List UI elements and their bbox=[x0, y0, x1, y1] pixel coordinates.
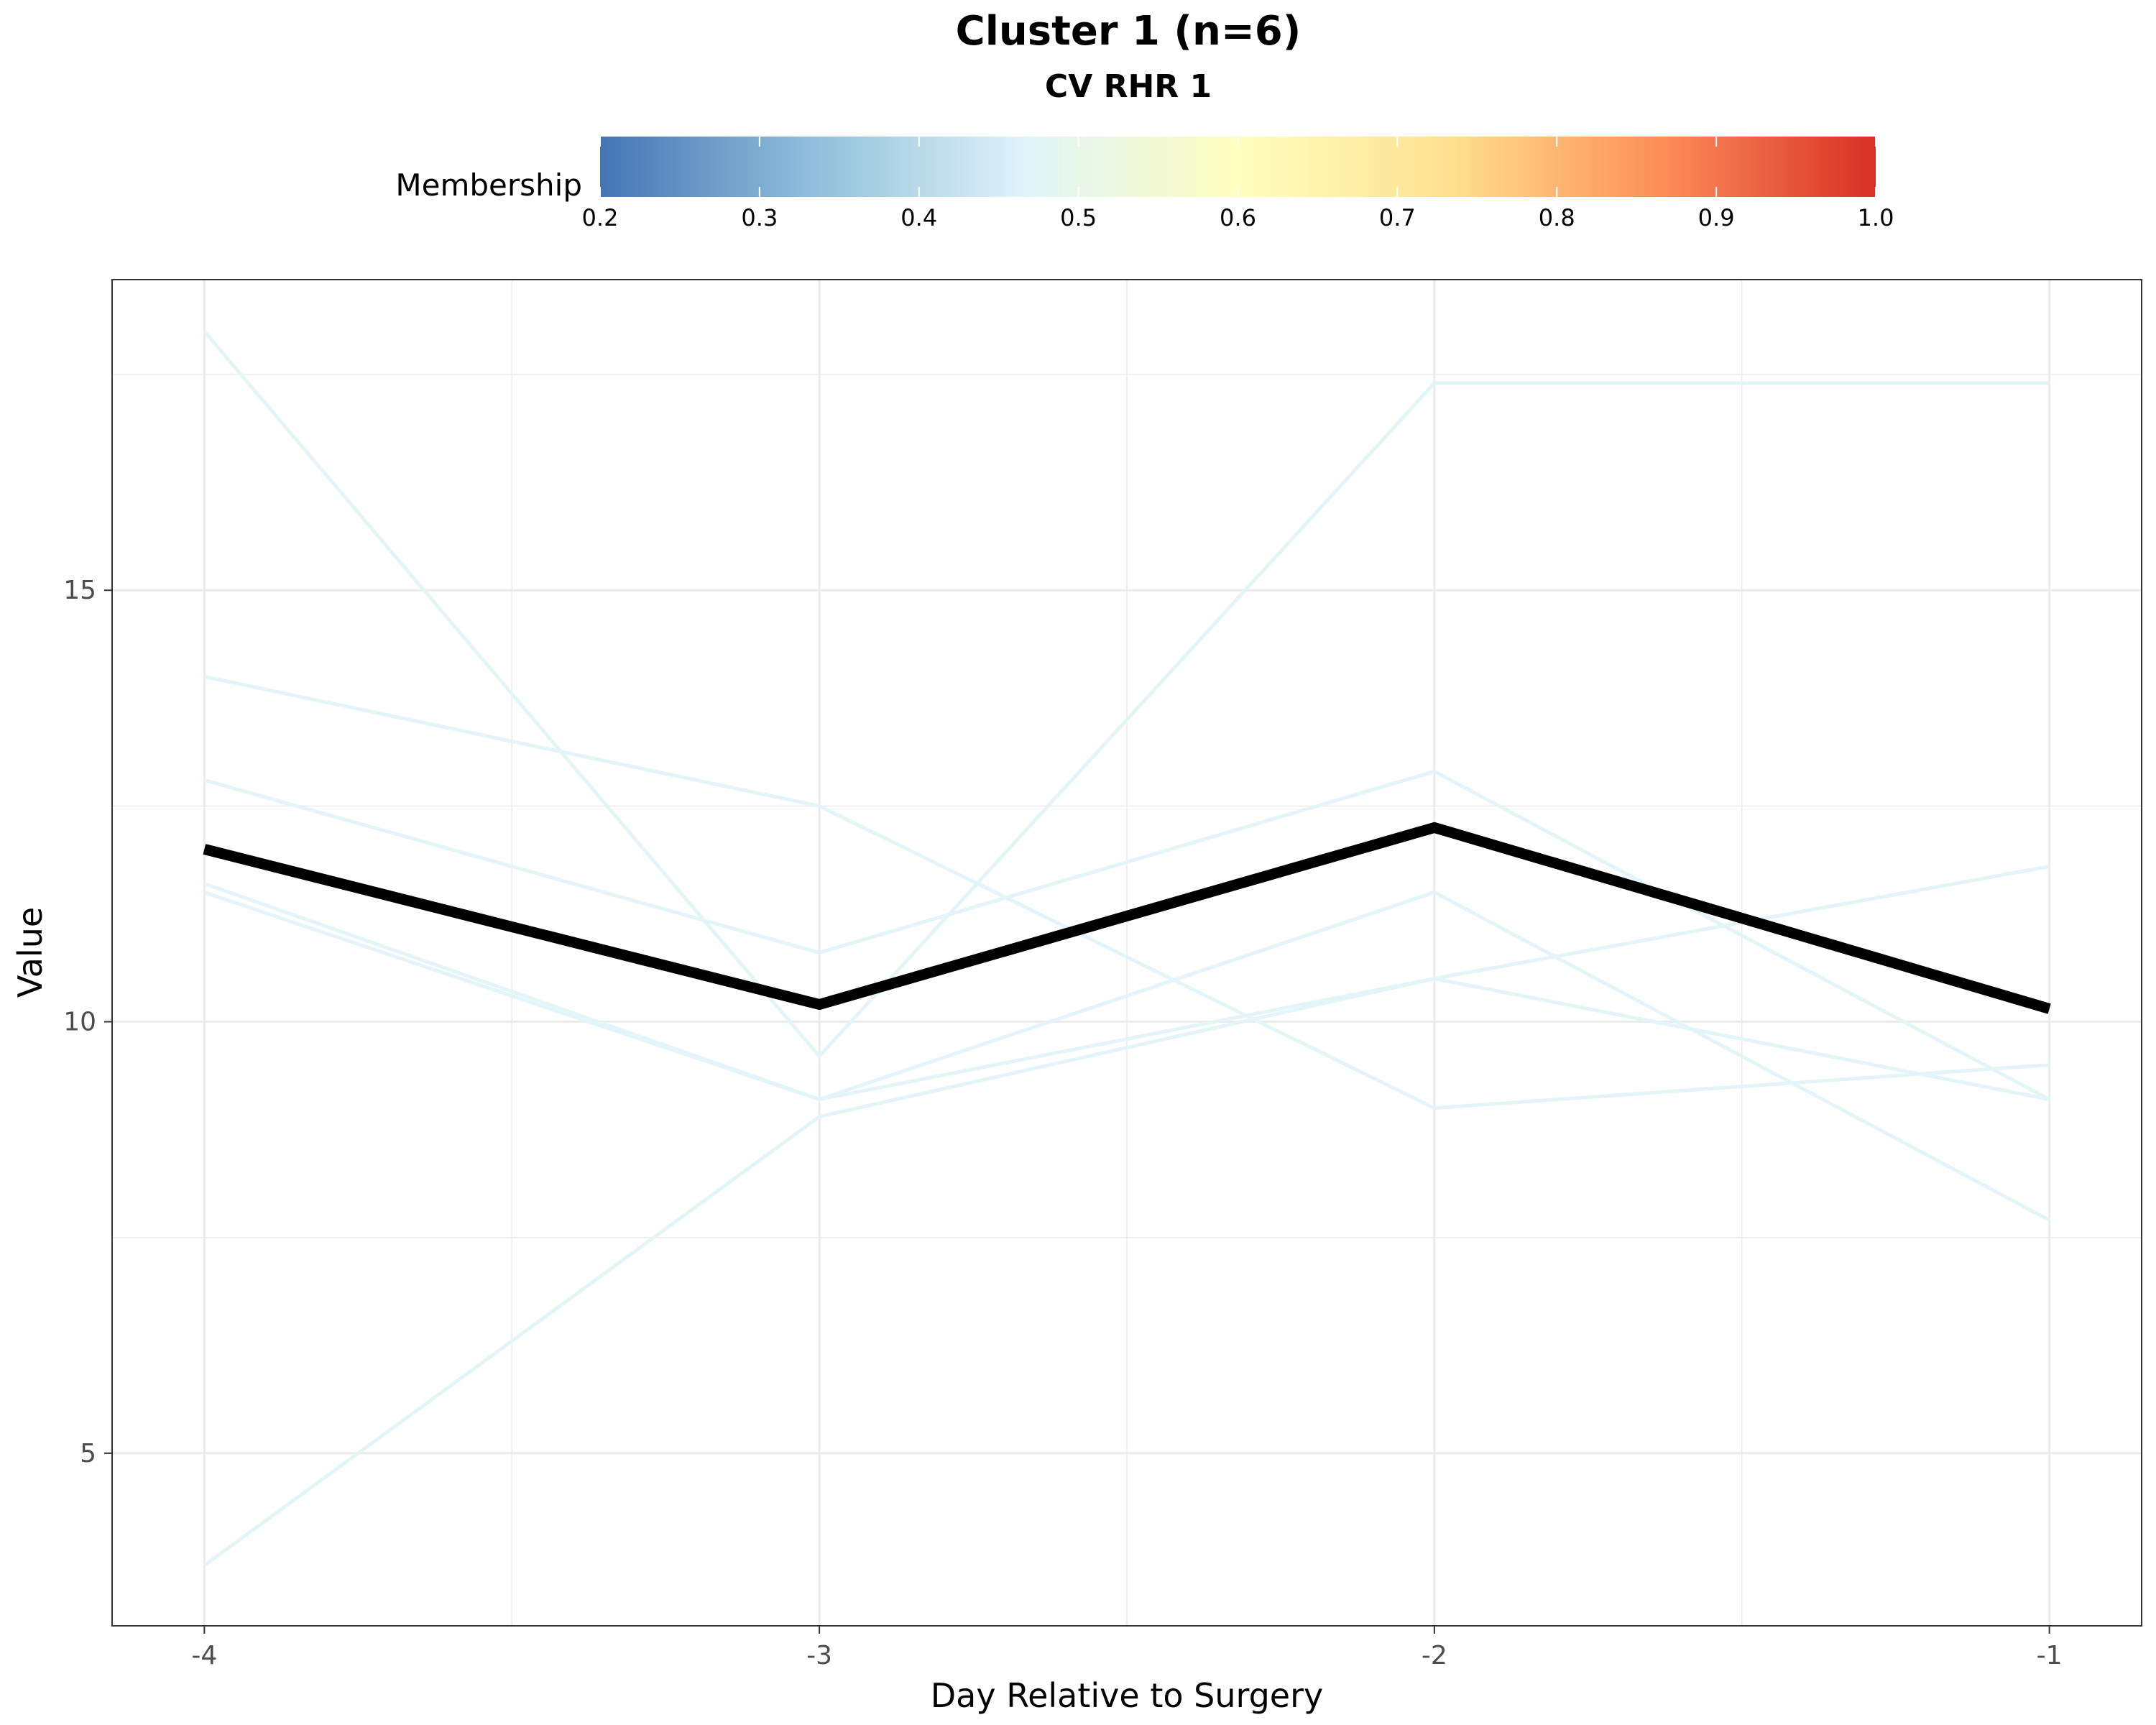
chart-title: Cluster 1 (n=6) bbox=[956, 8, 1302, 55]
chart-subtitle: CV RHR 1 bbox=[1045, 68, 1212, 105]
member-line-3 bbox=[203, 769, 2050, 1101]
member-line-4 bbox=[203, 882, 2050, 1222]
legend-ticks: 0.2 0.3 0.4 0.5 0.6 0.7 0.8 0.9 1.0 bbox=[582, 137, 1894, 231]
y-axis-title: Value bbox=[11, 907, 50, 998]
membership-legend: Membership 0.2 0.3 0.4 0.5 0.6 0.7 0.8 0.9 1.0 bbox=[395, 137, 1894, 231]
y-axis: 5 10 15 bbox=[63, 576, 112, 1468]
member-line-1 bbox=[203, 330, 2050, 1059]
x-tick-label: -3 bbox=[806, 1641, 832, 1670]
x-tick-label: -1 bbox=[2037, 1641, 2063, 1670]
legend-tick-label: 1.0 bbox=[1858, 204, 1894, 231]
centroid-layer bbox=[203, 822, 2051, 1014]
x-axis-title: Day Relative to Surgery bbox=[931, 1676, 1323, 1715]
legend-tick-label: 0.8 bbox=[1539, 204, 1575, 231]
legend-tick-label: 0.6 bbox=[1220, 204, 1256, 231]
x-tick-label: -2 bbox=[1422, 1641, 1447, 1670]
member-line-6 bbox=[203, 891, 2050, 1102]
plot-panel bbox=[111, 279, 2142, 1627]
legend-tick-label: 0.9 bbox=[1698, 204, 1735, 231]
member-line-2 bbox=[203, 674, 2050, 1110]
x-tick-label: -4 bbox=[191, 1641, 217, 1670]
legend-tick-label: 0.5 bbox=[1060, 204, 1097, 231]
y-tick-label: 15 bbox=[63, 576, 96, 605]
legend-title: Membership bbox=[395, 167, 582, 203]
legend-tick-label: 0.2 bbox=[582, 204, 619, 231]
legend-tick-label: 0.7 bbox=[1379, 204, 1416, 231]
y-tick-label: 5 bbox=[80, 1439, 96, 1468]
legend-tick-label: 0.4 bbox=[900, 204, 937, 231]
plot-border bbox=[111, 279, 2142, 1627]
centroid-line bbox=[203, 822, 2051, 1014]
y-tick-label: 10 bbox=[63, 1008, 96, 1037]
x-axis: -4 -3 -2 -1 bbox=[191, 1626, 2063, 1670]
legend-tick-label: 0.3 bbox=[741, 204, 778, 231]
